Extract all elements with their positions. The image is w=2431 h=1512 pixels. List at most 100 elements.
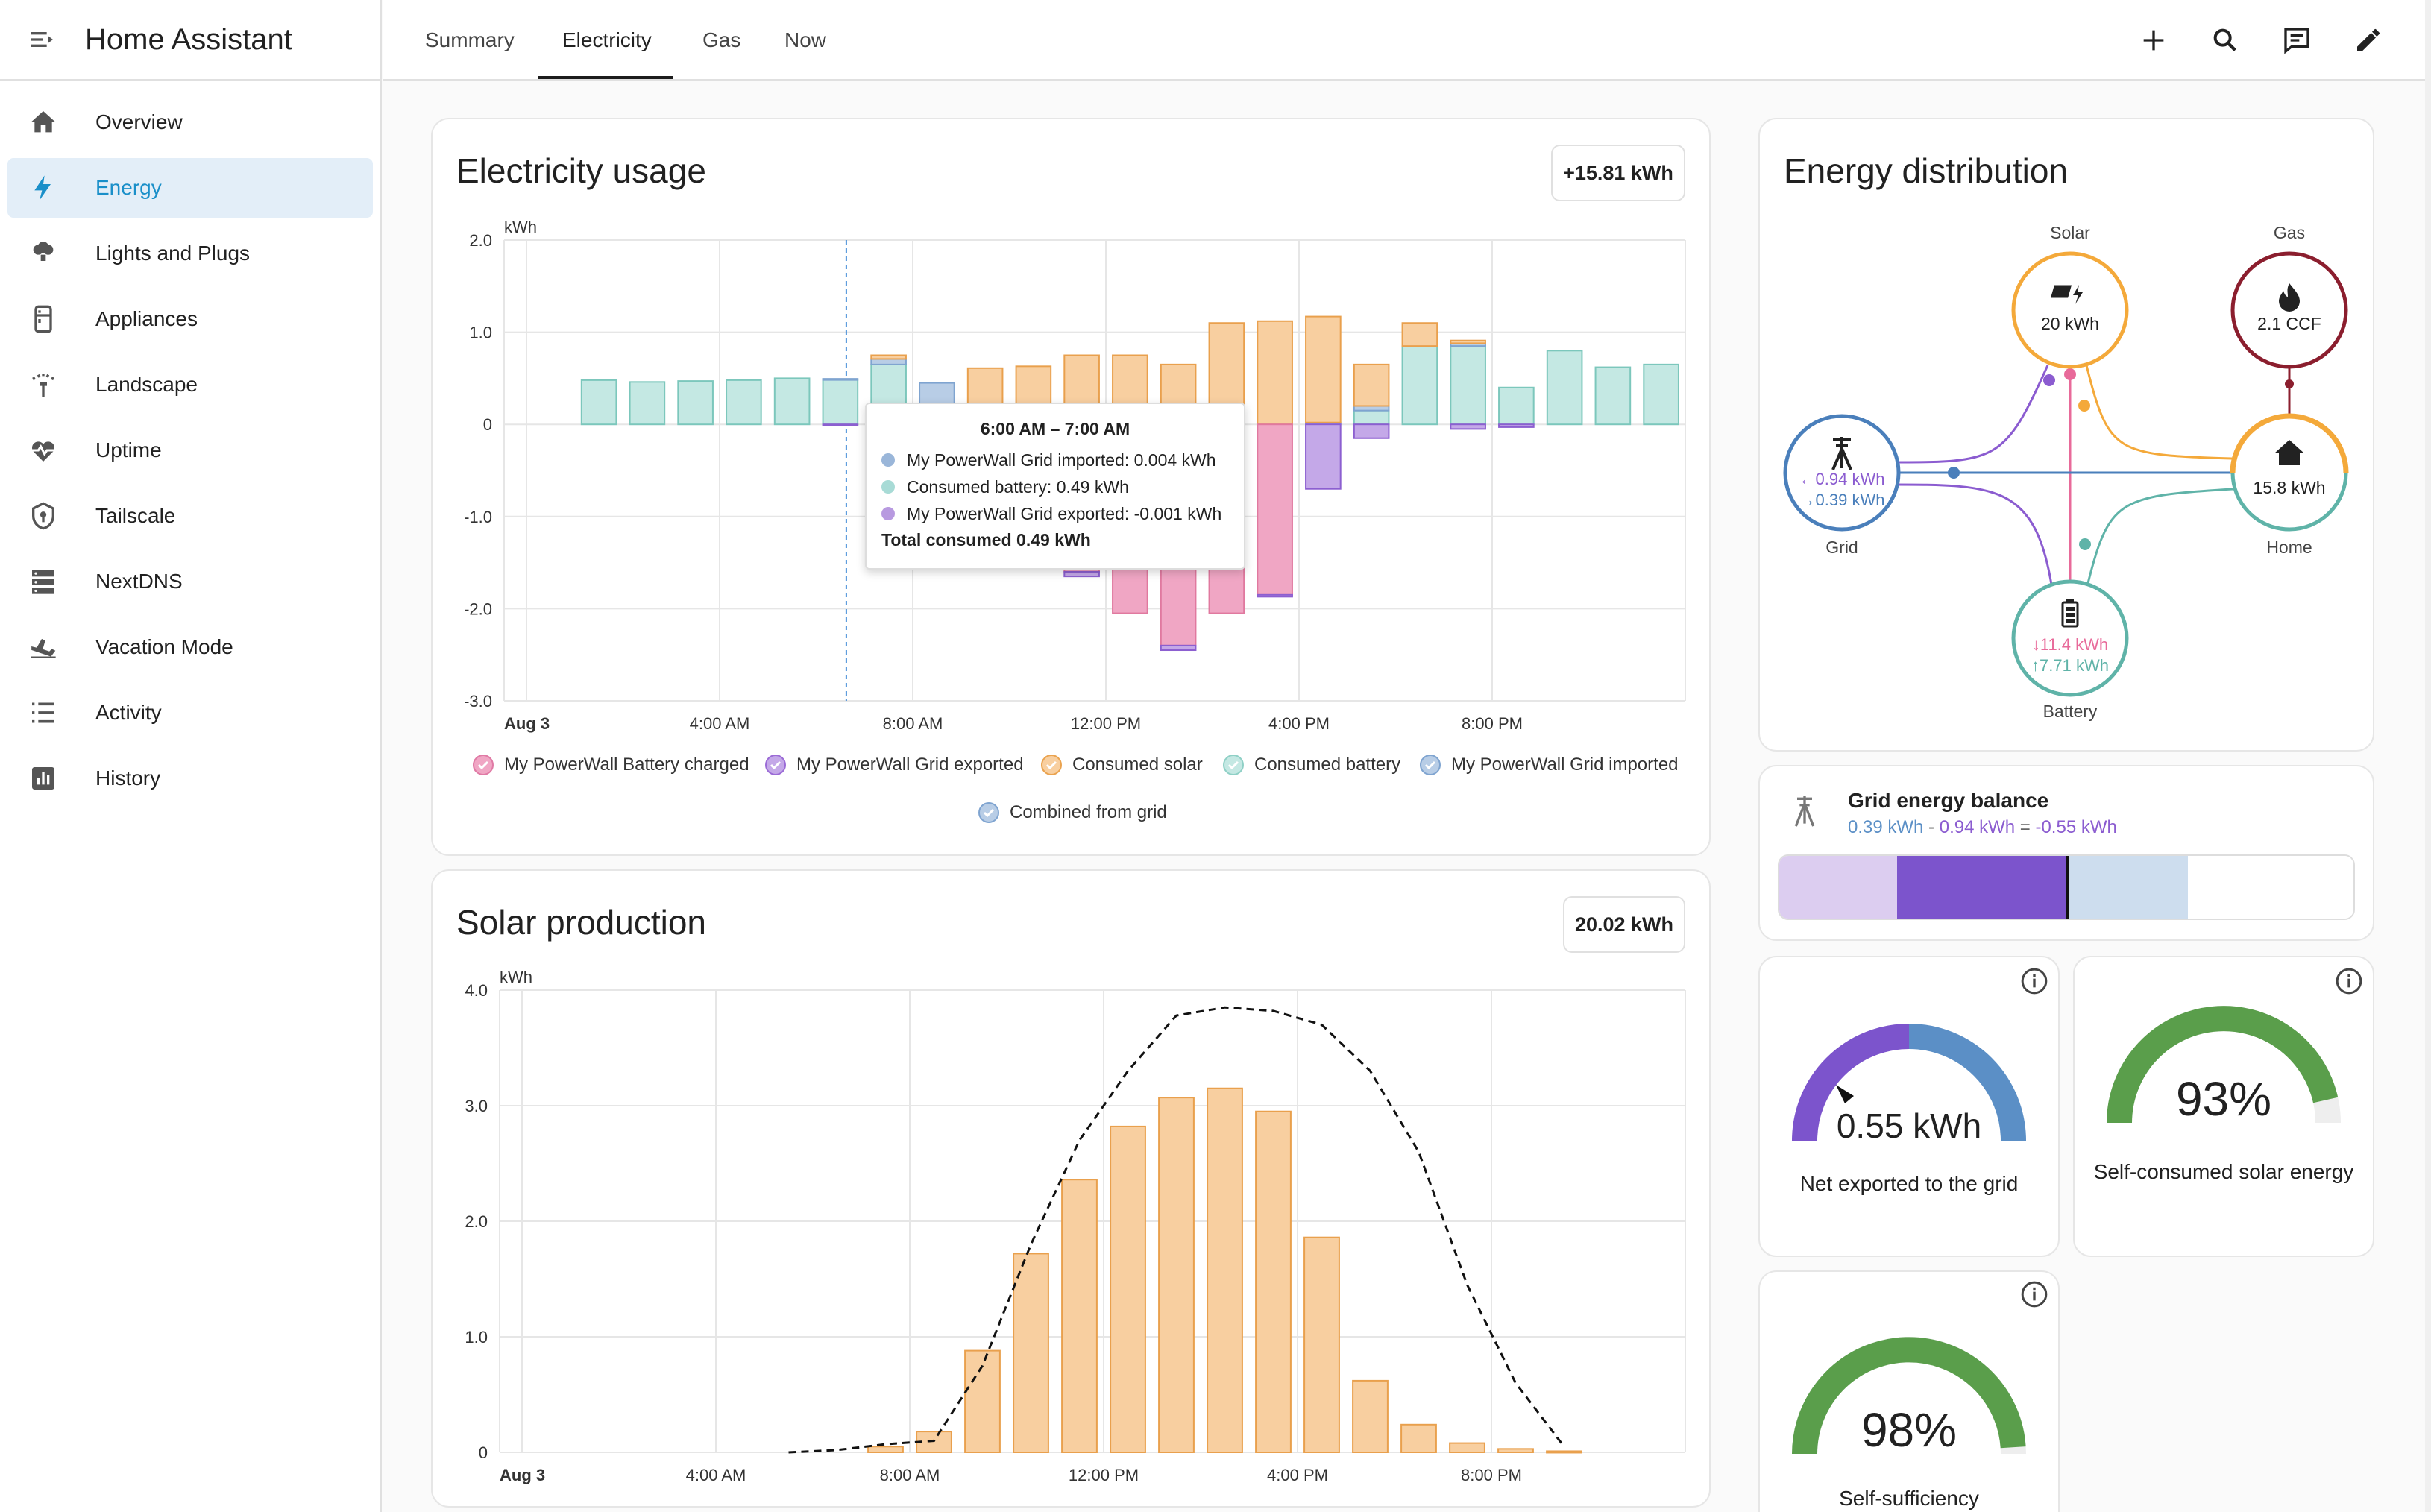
bar-segment (1594, 366, 1632, 426)
sidebar-item-nextdns[interactable]: NextDNS (7, 552, 373, 611)
y-axis-unit: kWh (500, 968, 532, 986)
list-icon (27, 696, 60, 729)
gauge-fill (2107, 1006, 2339, 1124)
legend-item[interactable]: Combined from grid (978, 802, 1167, 823)
solar-production-title: Solar production (456, 903, 706, 942)
info-icon[interactable] (2019, 966, 2049, 996)
sidebar-item-lights-and-plugs[interactable]: Lights and Plugs (7, 224, 373, 283)
bar-segment (1643, 363, 1679, 426)
home-icon (27, 106, 60, 139)
y-tick-label: 1.0 (469, 324, 492, 342)
x-tick-label: Aug 3 (504, 714, 550, 733)
tooltip-total: Total consumed 0.49 kWh (881, 530, 1091, 549)
y-tick-label: 2.0 (465, 1212, 488, 1231)
flow-dot (2043, 374, 2055, 386)
solar-bar (1207, 1087, 1243, 1453)
solar-bar (1497, 1448, 1534, 1453)
grid-node[interactable] (1783, 414, 1901, 532)
plus-icon[interactable] (2136, 22, 2171, 58)
pencil-icon[interactable] (2350, 22, 2386, 58)
tab-label: Electricity (562, 28, 652, 51)
legend-label: Consumed solar (1072, 755, 1203, 775)
solar-power-icon (2051, 285, 2083, 304)
tooltip-title: 6:00 AM – 7:00 AM (980, 419, 1130, 438)
solar-total-badge: 20.02 kWh (1563, 896, 1685, 953)
tab-summary[interactable]: Summary (425, 0, 515, 81)
flow-dot (2285, 379, 2294, 388)
bar-segment (580, 379, 617, 426)
solar-production-chart[interactable]: 4.0 3.0 2.0 1.0 0 kWh Aug 3 4:00 AM 8:00 AM 12:00… (447, 966, 1700, 1500)
gauge-value: 0.55 kWh (1837, 1106, 1981, 1145)
self-consumed-gauge: 93% (2107, 1006, 2341, 1126)
tooltip-row: My PowerWall Grid imported: 0.004 kWh (881, 447, 1229, 473)
transmission-tower-icon (1831, 437, 1852, 470)
y-tick-label: -2.0 (464, 599, 492, 618)
bar-segment (2188, 856, 2353, 919)
battery-out-value: ↑7.71 kWh (2031, 656, 2109, 675)
legend-dot-icon (881, 507, 895, 520)
legend-label: My PowerWall Grid exported (796, 755, 1024, 775)
solar-bar (1013, 1253, 1049, 1453)
y-tick-label: -3.0 (464, 692, 492, 711)
lightbulb-group-icon (27, 237, 60, 270)
battery-node[interactable] (2011, 579, 2129, 697)
y-tick-label: -1.0 (464, 508, 492, 526)
bar-center-marker (2066, 856, 2069, 919)
search-icon[interactable] (2207, 22, 2243, 58)
tab-electricity[interactable]: Electricity (562, 0, 652, 81)
legend-label: My PowerWall Grid imported (1451, 755, 1679, 775)
sidebar-item-uptime[interactable]: Uptime (7, 420, 373, 480)
legend-dot-icon (881, 453, 895, 467)
gauge-value: 93% (2176, 1072, 2271, 1126)
sidebar-item-energy[interactable]: Energy (7, 158, 373, 218)
tab-now[interactable]: Now (784, 0, 826, 81)
gas-node-label: Gas (2274, 223, 2305, 242)
bar-segment (1353, 363, 1390, 407)
tab-gas[interactable]: Gas (702, 0, 740, 81)
bar-segment (1779, 856, 1897, 919)
legend-item[interactable]: My PowerWall Grid exported (765, 755, 1024, 775)
legend-label: My PowerWall Battery charged (504, 755, 749, 775)
sidebar-item-label: Appliances (95, 307, 198, 330)
legend-item[interactable]: My PowerWall Grid imported (1420, 755, 1679, 775)
info-icon[interactable] (2019, 1279, 2049, 1309)
sidebar-item-label: Tailscale (95, 504, 176, 527)
bar-segment (1498, 386, 1535, 426)
sidebar-item-landscape[interactable]: Landscape (7, 355, 373, 415)
comment-icon[interactable] (2279, 22, 2315, 58)
bar-segment (1257, 320, 1293, 426)
sidebar-item-label: Activity (95, 701, 162, 724)
grid-out-value: →0.39 kWh (1799, 491, 1885, 509)
sidebar-item-history[interactable]: History (7, 749, 373, 808)
y-tick-label: 3.0 (465, 1097, 488, 1115)
bar-segment (1257, 423, 1293, 596)
solar-bar (1061, 1179, 1098, 1453)
formula-operator: = (2015, 817, 2036, 837)
scrollbar[interactable] (2425, 0, 2431, 1512)
legend-item[interactable]: Consumed battery (1223, 755, 1400, 775)
battery-icon (2061, 599, 2079, 628)
electricity-total-badge: +15.81 kWh (1551, 145, 1685, 201)
gauge-arc-imported (1908, 1024, 2026, 1141)
gauge-card-self-sufficiency (1758, 1270, 2060, 1512)
flow-dot (2064, 368, 2076, 380)
self-sufficiency-gauge: 98% (1792, 1337, 2026, 1457)
solar-node[interactable] (2011, 251, 2129, 369)
sidebar-item-vacation-mode[interactable]: Vacation Mode (7, 617, 373, 677)
sidebar-item-appliances[interactable]: Appliances (7, 289, 373, 349)
check-circle-icon (1420, 755, 1441, 775)
solar-bar (1546, 1450, 1582, 1454)
sidebar-item-label: Lights and Plugs (95, 242, 251, 265)
legend-item[interactable]: Consumed solar (1041, 755, 1203, 775)
gauge-needle (1836, 1085, 1854, 1103)
y-tick-label: 0 (479, 1443, 488, 1462)
sidebar-item-activity[interactable]: Activity (7, 683, 373, 743)
legend-item[interactable]: My PowerWall Battery charged (473, 755, 749, 775)
menu-icon[interactable] (27, 25, 57, 54)
sidebar-item-tailscale[interactable]: Tailscale (7, 486, 373, 546)
shield-icon (27, 500, 60, 532)
battery-in-value: ↓11.4 kWh (2032, 635, 2108, 654)
y-axis-unit: kWh (504, 218, 537, 236)
info-icon[interactable] (2334, 966, 2364, 996)
sidebar-item-overview[interactable]: Overview (7, 92, 373, 152)
